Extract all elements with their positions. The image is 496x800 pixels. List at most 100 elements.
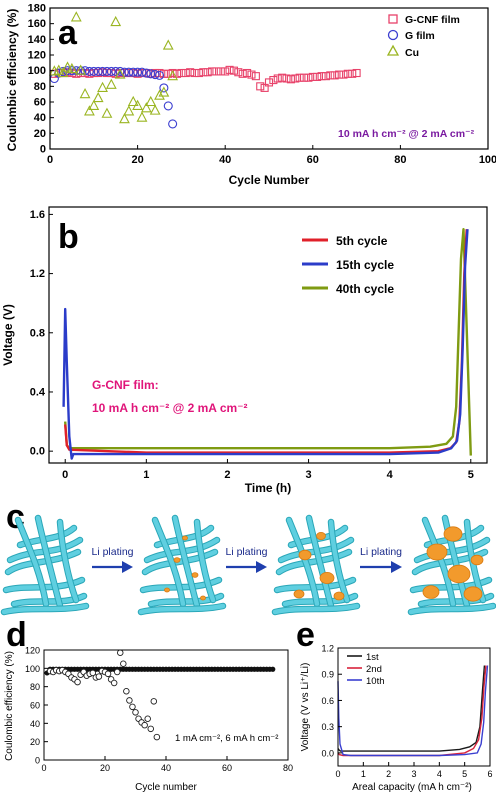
- fiber: [408, 603, 496, 615]
- series-line-1: [64, 229, 468, 454]
- x-tick-label: 4: [387, 469, 394, 481]
- panel-d-xlabel: Cycle number: [135, 782, 197, 793]
- li-deposit: [426, 543, 448, 561]
- gcnf-point: [264, 78, 274, 87]
- x-tick-label: 0: [335, 769, 340, 779]
- open-point: [147, 725, 154, 733]
- cu-point: [92, 91, 104, 103]
- li-deposit: [191, 572, 199, 578]
- fiber: [328, 519, 350, 603]
- gcnf-point: [159, 69, 168, 78]
- gfilm-point: [93, 66, 103, 76]
- panel-e-frame: [337, 647, 491, 767]
- legend-10th-label: 10th: [366, 676, 385, 687]
- cu-point: [110, 15, 122, 27]
- x-tick-label: 6: [487, 769, 492, 779]
- open-point: [129, 703, 136, 711]
- gcnf-point: [256, 82, 265, 91]
- x-tick-label: 5: [462, 769, 467, 779]
- y-tick-label: 140: [28, 34, 46, 46]
- gcnf-point: [326, 71, 335, 80]
- panel-b-annotation-line1: G-CNF film:: [92, 378, 159, 392]
- x-tick-label: 60: [222, 763, 232, 773]
- gcnf-point: [304, 73, 313, 82]
- panel-d: 0 20 40 60 80 0 20 40 60 80 100 120 d Cycle number…: [4, 616, 293, 793]
- y-tick-label: 0.6: [321, 696, 334, 706]
- legend-cu-marker: [386, 44, 400, 56]
- gfilm-point: [119, 67, 130, 77]
- legend-2nd-label: 2nd: [366, 664, 382, 675]
- open-point: [95, 673, 103, 680]
- gcnf-point: [343, 69, 352, 78]
- gcnf-point: [269, 76, 278, 85]
- gcnf-point: [295, 73, 304, 82]
- cu-point: [84, 105, 95, 116]
- open-point: [89, 669, 97, 677]
- gcnf-point: [339, 70, 348, 79]
- series-line-1st: [337, 665, 486, 752]
- gcnf-point: [278, 73, 287, 82]
- x-tick-label: 100: [479, 154, 496, 166]
- li-deposit: [422, 585, 440, 599]
- panel-e-xlabel: Areal capacity (mA h cm⁻²): [352, 782, 472, 793]
- cu-point: [62, 61, 73, 72]
- y-tick-label: 1.6: [30, 209, 45, 221]
- fiber: [15, 517, 49, 607]
- li-deposit: [182, 535, 188, 541]
- panel-a-frame: [49, 7, 489, 150]
- x-tick-label: 2: [224, 469, 230, 481]
- fiber: [194, 519, 216, 603]
- x-tick-label: 0: [47, 154, 53, 166]
- gcnf-point: [260, 83, 269, 92]
- li-deposit: [200, 595, 206, 601]
- y-tick-label: 120: [25, 646, 40, 656]
- gfilm-point: [168, 119, 178, 129]
- plating-arrowhead: [391, 561, 402, 573]
- open-point: [132, 709, 139, 716]
- series-line-2nd: [337, 665, 487, 757]
- fiber: [306, 515, 334, 609]
- cu-point: [119, 113, 130, 124]
- cu-point: [97, 81, 108, 92]
- fiber: [152, 517, 186, 607]
- legend-gfilm-label: G film: [405, 30, 435, 42]
- y-tick-label: 40: [30, 719, 40, 729]
- panel-a-annotation: 10 mA h cm⁻² @ 2 mA cm⁻²: [338, 128, 475, 140]
- cu-point: [167, 69, 179, 81]
- gcnf-point: [243, 68, 252, 78]
- gfilm-point: [146, 69, 156, 79]
- panel-d-letter: d: [6, 616, 27, 654]
- x-tick-label: 0: [41, 763, 46, 773]
- gcnf-point: [273, 74, 282, 83]
- plating-label: Li plating: [225, 546, 267, 558]
- y-tick-label: 0.9: [321, 670, 334, 680]
- gfilm-point: [159, 83, 169, 93]
- panel-e: 0 1 2 3 4 5 6 0.0 0.3 0.6 0.9 1.2 e Areal capacity…: [296, 616, 493, 793]
- gcnf-point: [291, 74, 300, 83]
- open-point: [104, 670, 112, 678]
- panel-a-xlabel: Cycle Number: [229, 173, 310, 187]
- open-point: [113, 668, 121, 676]
- y-tick-label: 0.4: [30, 386, 46, 398]
- panel-b-ylabel: Voltage (V): [1, 304, 15, 366]
- legend-gfilm-marker: [387, 29, 399, 41]
- gcnf-point: [186, 68, 195, 77]
- li-deposit: [173, 557, 181, 563]
- gcnf-point: [177, 68, 186, 78]
- open-point: [141, 721, 148, 729]
- legend-5th-label: 5th cycle: [336, 234, 388, 248]
- x-tick-label: 40: [219, 154, 231, 166]
- open-point: [116, 649, 124, 657]
- plating-arrowhead: [122, 561, 133, 573]
- y-tick-label: 80: [30, 682, 40, 692]
- cu-point: [53, 64, 65, 75]
- li-deposit: [293, 589, 305, 599]
- gfilm-point: [150, 70, 160, 80]
- x-tick-label: 20: [131, 154, 143, 166]
- x-tick-label: 20: [100, 763, 110, 773]
- fiber-network-1: [0, 514, 90, 616]
- x-tick-label: 80: [394, 154, 406, 166]
- series-line-10th: [337, 665, 489, 757]
